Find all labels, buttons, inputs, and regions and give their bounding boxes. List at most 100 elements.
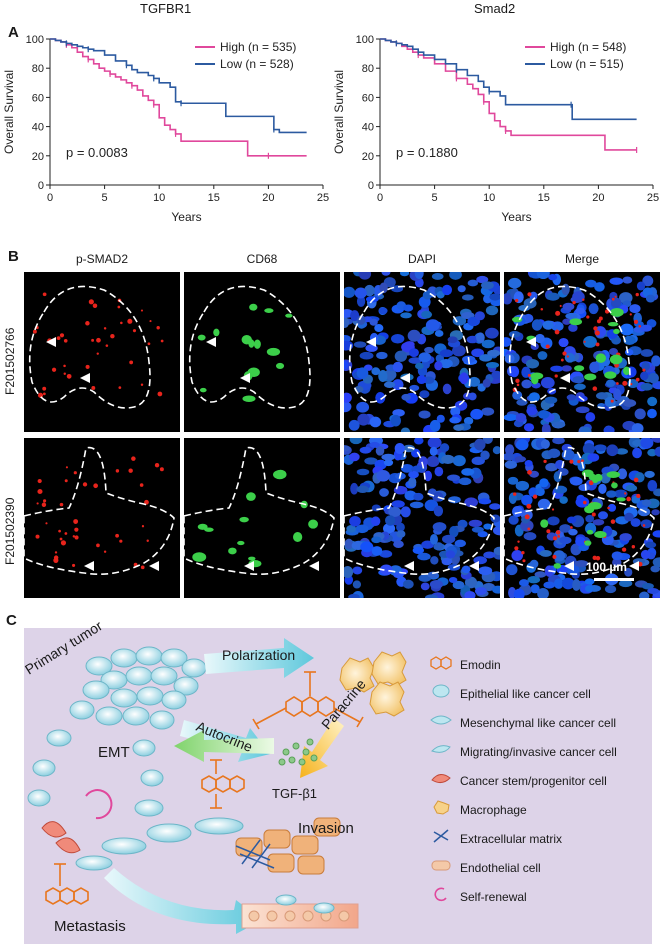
nucleus [394,442,405,454]
red-signal [621,547,627,552]
nucleus [404,490,417,501]
nucleus [470,408,484,420]
red-signal [117,305,121,309]
micrograph-r1-c2 [184,272,340,432]
nucleus [524,460,533,467]
nucleus [344,538,354,550]
x-tick-label: 15 [538,192,550,204]
nucleus [379,550,393,558]
nucleus [352,566,363,575]
nucleus [483,523,493,530]
nucleus [490,298,500,307]
red-signal [582,500,587,505]
green-signal [192,552,207,562]
extracellular-matrix [235,839,275,869]
polarization-label: Polarization [222,647,296,663]
nucleus [359,351,374,360]
red-signal [607,506,610,510]
green-signal [594,530,607,539]
nucleus [418,456,428,468]
nucleus [546,292,560,301]
nucleus [369,441,380,448]
nucleus [348,419,360,431]
red-signal [115,533,119,538]
red-signal [633,319,639,324]
nucleus [400,427,411,432]
red-signal [72,535,76,538]
nucleus [418,410,431,419]
nucleus [476,332,485,343]
nucleus [640,519,653,529]
red-signal [583,340,586,343]
nucleus [350,482,359,495]
nucleus [523,423,535,432]
self-renewal-arrow [85,789,113,820]
nucleus [358,272,372,280]
nucleus [515,439,529,451]
red-signal [36,502,39,505]
nucleus [509,366,520,378]
green-signal [228,547,237,555]
region-outline [184,446,335,576]
red-signal [35,534,40,539]
series-line-1 [380,38,637,121]
nucleus [381,272,391,276]
red-signal [132,329,137,333]
nucleus [379,564,393,576]
emt-arrow [174,730,274,762]
red-signal [594,330,600,336]
micrograph-r2-c4 [504,438,660,598]
nucleus [441,454,455,464]
emodin-icon [430,654,460,675]
nucleus [379,282,388,294]
nucleus [559,496,568,504]
nucleus [357,413,370,426]
nucleus [550,365,564,372]
nucleus [485,327,499,339]
nucleus [648,372,659,384]
red-signal [524,514,530,520]
red-signal [555,530,561,535]
nucleus [512,506,523,518]
red-signal [91,386,96,390]
nucleus [559,524,572,533]
red-signal [128,468,133,473]
nucleus [561,577,575,590]
nucleus [346,525,357,533]
nucleus [515,480,530,491]
nucleus [547,516,560,526]
nucleus [400,506,411,518]
nucleus [408,476,417,488]
legend-row: Extracellular matrix [430,824,652,853]
red-signal [140,309,144,312]
green-signal [607,321,619,327]
nucleus [411,465,426,473]
arrowhead-marker [560,373,570,383]
red-signal [566,355,569,358]
micrograph-r1-c3 [344,272,500,432]
red-signal [105,344,109,347]
legend-label: Emodin [460,657,501,672]
nucleus [530,584,540,594]
nucleus [521,379,532,389]
green-signal [239,516,249,523]
red-signal [592,555,597,560]
nucleus [634,408,646,420]
red-signal [562,351,567,356]
macrophage-icon [430,799,460,820]
nucleus [434,542,444,551]
nucleus [399,272,410,277]
nucleus [574,560,589,568]
nucleus [485,361,500,369]
y-tick-label: 0 [368,180,374,192]
nucleus [553,550,566,562]
nucleus [547,448,561,459]
nucleus [515,413,527,423]
nucleus [584,585,594,593]
nucleus [645,294,656,303]
legend-label: Extracellular matrix [460,831,563,846]
nucleus [650,565,660,573]
nucleus [564,352,576,363]
nucleus [482,438,493,444]
y-axis-label: Overall Survival [332,70,346,154]
